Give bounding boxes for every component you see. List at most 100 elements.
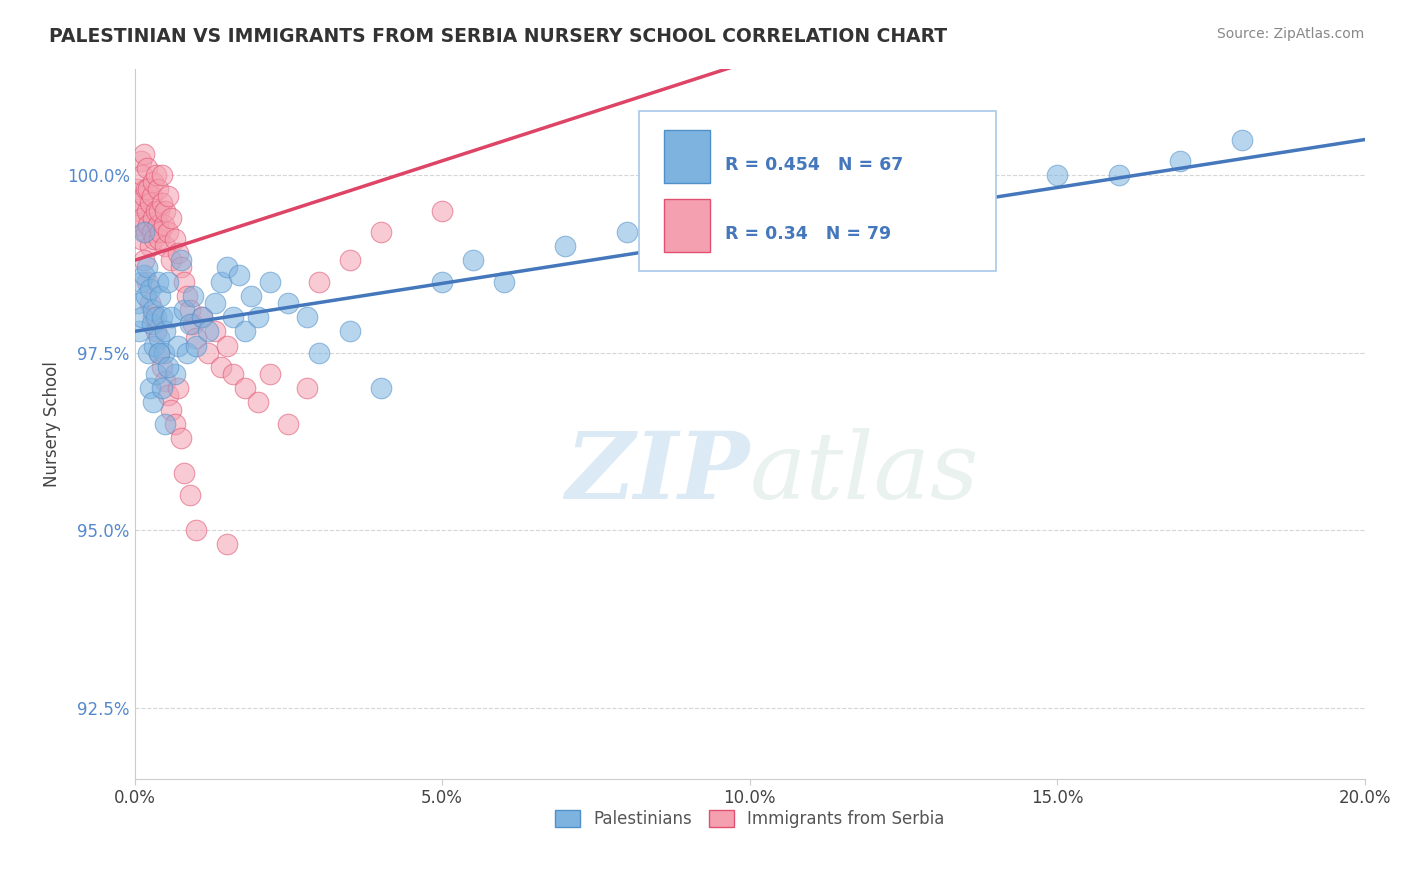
FancyBboxPatch shape xyxy=(664,199,710,252)
Point xyxy=(169,260,191,275)
Point xyxy=(616,225,638,239)
Point xyxy=(145,367,167,381)
Point xyxy=(136,218,159,232)
Point xyxy=(132,268,155,282)
Point xyxy=(139,282,162,296)
Point xyxy=(430,275,453,289)
Point xyxy=(370,225,392,239)
Point xyxy=(215,537,238,551)
Point xyxy=(150,359,173,374)
Point xyxy=(197,345,219,359)
Text: Source: ZipAtlas.com: Source: ZipAtlas.com xyxy=(1216,27,1364,41)
Point xyxy=(166,246,188,260)
Point xyxy=(209,275,232,289)
Point xyxy=(142,303,165,318)
Point xyxy=(246,395,269,409)
Point xyxy=(131,168,153,182)
Point xyxy=(173,275,195,289)
Point xyxy=(135,289,157,303)
Point xyxy=(240,289,263,303)
Text: PALESTINIAN VS IMMIGRANTS FROM SERBIA NURSERY SCHOOL CORRELATION CHART: PALESTINIAN VS IMMIGRANTS FROM SERBIA NU… xyxy=(49,27,948,45)
Point xyxy=(308,275,330,289)
Point xyxy=(339,253,361,268)
Point xyxy=(197,324,219,338)
Point xyxy=(173,467,195,481)
Point xyxy=(215,260,238,275)
Point xyxy=(150,310,173,325)
Point xyxy=(157,225,180,239)
Point xyxy=(136,182,159,196)
Point xyxy=(163,367,186,381)
Point xyxy=(215,338,238,352)
Point xyxy=(149,225,172,239)
Point xyxy=(145,324,167,338)
Point xyxy=(155,203,177,218)
Point xyxy=(169,431,191,445)
Point xyxy=(142,175,165,189)
Point xyxy=(184,523,207,537)
Point xyxy=(554,239,576,253)
Point xyxy=(136,345,159,359)
Point xyxy=(204,296,226,310)
Point xyxy=(148,331,170,345)
Point xyxy=(461,253,484,268)
Point xyxy=(155,374,177,388)
Point xyxy=(153,218,176,232)
Point xyxy=(149,289,172,303)
Point xyxy=(148,203,170,218)
Point xyxy=(191,310,214,325)
Point xyxy=(157,388,180,402)
Point xyxy=(233,324,256,338)
Point xyxy=(143,232,166,246)
Point xyxy=(132,225,155,239)
Point xyxy=(738,203,761,218)
Point xyxy=(676,239,699,253)
Point xyxy=(179,303,201,318)
Point xyxy=(153,345,176,359)
Point xyxy=(1168,153,1191,168)
Point xyxy=(922,182,945,196)
Point xyxy=(277,417,299,431)
Legend: Palestinians, Immigrants from Serbia: Palestinians, Immigrants from Serbia xyxy=(548,803,950,835)
Point xyxy=(157,275,180,289)
Text: atlas: atlas xyxy=(749,428,979,518)
Point xyxy=(150,196,173,211)
Point xyxy=(246,310,269,325)
Point xyxy=(129,153,152,168)
Point xyxy=(145,310,167,325)
Point xyxy=(181,289,204,303)
Point xyxy=(141,225,163,239)
Point xyxy=(150,381,173,395)
Text: R = 0.454   N = 67: R = 0.454 N = 67 xyxy=(725,156,903,174)
Point xyxy=(132,146,155,161)
Point xyxy=(163,232,186,246)
Point xyxy=(145,203,167,218)
Point xyxy=(125,182,148,196)
Point xyxy=(166,381,188,395)
Point xyxy=(160,402,183,417)
Point xyxy=(176,345,198,359)
FancyBboxPatch shape xyxy=(664,130,710,184)
Point xyxy=(150,168,173,182)
Point xyxy=(129,275,152,289)
Point xyxy=(160,211,183,225)
Point xyxy=(129,232,152,246)
Point xyxy=(139,296,162,310)
Point xyxy=(148,345,170,359)
Point xyxy=(277,296,299,310)
Point xyxy=(191,310,214,325)
Point xyxy=(135,260,157,275)
Point xyxy=(209,359,232,374)
Point xyxy=(155,324,177,338)
Point xyxy=(146,218,169,232)
Point xyxy=(135,275,157,289)
Point xyxy=(204,324,226,338)
Point xyxy=(228,268,250,282)
Point xyxy=(148,345,170,359)
Point xyxy=(146,275,169,289)
Point xyxy=(1230,132,1253,146)
Point xyxy=(259,275,281,289)
Point xyxy=(155,417,177,431)
Point xyxy=(222,310,245,325)
Point xyxy=(179,488,201,502)
